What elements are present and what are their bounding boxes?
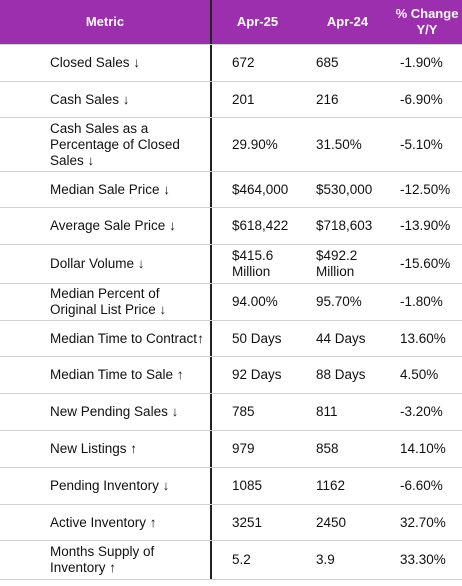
table-cell: Dollar Volume ↓ [0, 245, 212, 283]
table-cell: -6.60% [400, 478, 443, 493]
table-cell: 201 [232, 91, 255, 107]
table-row: Pending Inventory ↓ 1085 1162 -6.60% [0, 468, 462, 505]
table-cell: -13.90% [400, 218, 451, 233]
table-cell: Months Supply of Inventory ↑ [0, 541, 212, 579]
table-cell: $618,422 [232, 218, 289, 233]
table-cell: 3251 [232, 514, 263, 530]
table-cell: 94.00% [232, 294, 278, 309]
table-row: Active Inventory ↑ 3251 2450 32.70% [0, 505, 462, 541]
table-cell: 92 Days [232, 367, 282, 382]
table-cell: -15.60% [400, 256, 451, 271]
header-cell: Apr-25 [236, 14, 279, 29]
table-cell: $464,000 [232, 181, 289, 197]
table-cell: 672 [232, 55, 255, 70]
table-cell: $718,603 [316, 218, 373, 233]
table-cell: Cash Sales ↓ [0, 82, 212, 117]
table-row: Cash Sales ↓ 201 216 -6.90% [0, 82, 462, 118]
table-cell: New Listings ↑ [0, 431, 212, 467]
table-row: Median Time to Contract↑ 50 Days 44 Days 13… [0, 321, 462, 357]
table-cell: 2450 [316, 514, 347, 530]
table-cell: Average Sale Price ↓ [0, 208, 212, 244]
table-row: Median Sale Price ↓ $464,000 $530,000 -12.5… [0, 172, 462, 208]
table-row: Closed Sales ↓ 672 685 -1.90% [0, 45, 462, 82]
table-cell: 31.50% [316, 136, 362, 152]
table-row: New Pending Sales ↓ 785 811 -3.20% [0, 394, 462, 431]
table-cell: $492.2 Million [316, 248, 358, 279]
table-row: Average Sale Price ↓ $618,422 $718,603 -13.… [0, 208, 462, 245]
table-cell: Median Percent of Original List Price ↓ [0, 284, 212, 320]
table-row: Cash Sales as a Percentage of Closed Sal… [0, 118, 462, 172]
table-cell: 29.90% [232, 136, 278, 152]
table-cell: -3.20% [400, 404, 443, 419]
table-cell: Median Sale Price ↓ [0, 172, 212, 207]
table-cell: 811 [316, 404, 338, 419]
table-cell: 50 Days [232, 330, 282, 346]
table-row: Median Percent of Original List Price ↓ 9… [0, 284, 462, 321]
table-cell: -12.50% [400, 181, 451, 197]
table-cell: 32.70% [400, 514, 446, 530]
table-cell: Pending Inventory ↓ [0, 468, 212, 504]
table-cell: 216 [316, 91, 339, 107]
table-row: Dollar Volume ↓ $415.6 Million $492.2 Mill… [0, 245, 462, 284]
table-cell: 1085 [232, 478, 263, 493]
table-row: Months Supply of Inventory ↑ 5.2 3.9 33.30% [0, 541, 462, 580]
header-cell: % Change Y/Y [395, 6, 459, 37]
table-cell: 95.70% [316, 294, 362, 309]
table-cell: 5.2 [232, 552, 251, 567]
table-cell: $530,000 [316, 181, 373, 197]
table-cell: -6.90% [400, 91, 443, 107]
table-cell: -5.10% [400, 136, 443, 152]
table-cell: Active Inventory ↑ [0, 505, 212, 540]
table-cell: 13.60% [400, 330, 446, 346]
table-cell: 44 Days [316, 330, 366, 346]
header-row: Metric Apr-25 Apr-24 % Change Y/Y [0, 0, 462, 45]
table-cell: 1162 [316, 478, 346, 493]
table-cell: 14.10% [400, 441, 446, 456]
table-cell: 4.50% [400, 367, 439, 382]
table-cell: 3.9 [316, 552, 335, 567]
table-cell: Median Time to Contract↑ [0, 321, 212, 356]
table-cell: 858 [316, 441, 339, 456]
table-cell: -1.80% [400, 294, 443, 309]
table-cell: 685 [316, 55, 339, 70]
table-cell: 979 [232, 441, 255, 456]
header-cell: Metric [0, 0, 212, 44]
table-cell: 33.30% [400, 552, 446, 567]
header-cell: Apr-24 [326, 14, 369, 29]
table-cell: -1.90% [400, 55, 443, 70]
table-cell: Median Time to Sale ↑ [0, 357, 212, 393]
table-cell: Closed Sales ↓ [0, 45, 212, 81]
table-cell: 88 Days [316, 367, 366, 382]
table-row: New Listings ↑ 979 858 14.10% [0, 431, 462, 468]
table-cell: Cash Sales as a Percentage of Closed Sal… [0, 118, 212, 171]
table-cell: New Pending Sales ↓ [0, 394, 212, 430]
table-cell: 785 [232, 404, 255, 419]
table-row: Median Time to Sale ↑ 92 Days 88 Days 4.50% [0, 357, 462, 394]
table-cell: $415.6 Million [232, 248, 274, 279]
